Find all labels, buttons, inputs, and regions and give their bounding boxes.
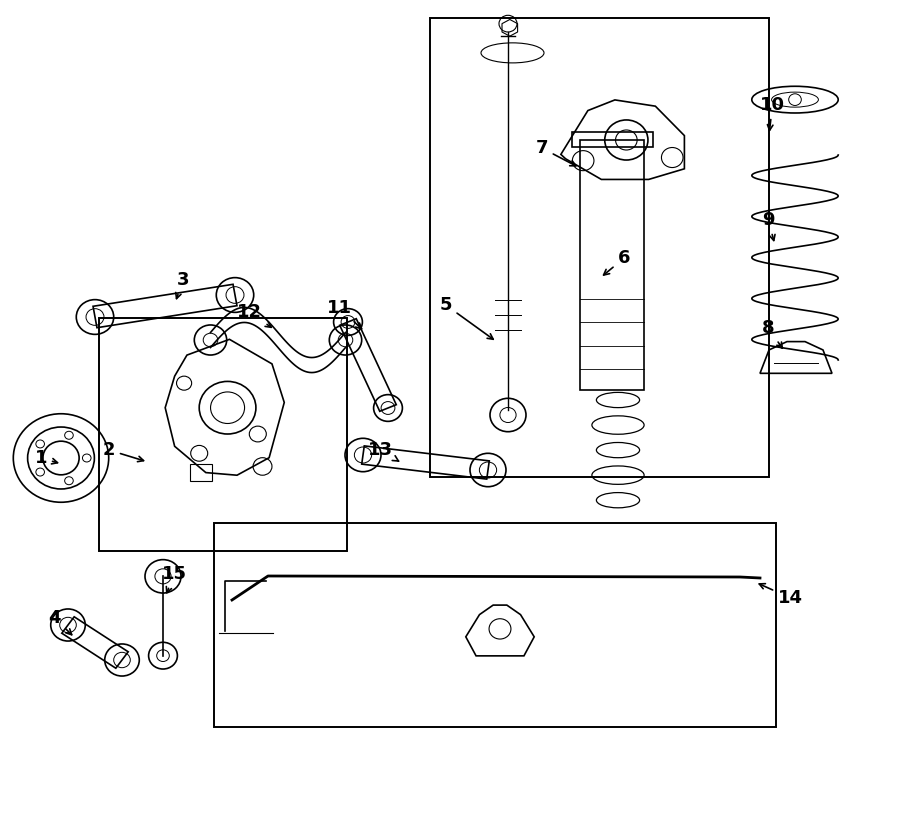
Bar <box>190 463 212 481</box>
Text: 1: 1 <box>34 449 58 467</box>
Text: 7: 7 <box>536 139 576 166</box>
Text: 3: 3 <box>176 271 189 299</box>
Text: 11: 11 <box>327 299 362 329</box>
Bar <box>572 132 652 147</box>
Bar <box>430 18 769 477</box>
Text: 6: 6 <box>604 249 631 275</box>
Text: 9: 9 <box>762 211 775 240</box>
Text: 13: 13 <box>368 441 399 461</box>
Text: 4: 4 <box>49 609 72 635</box>
Text: 5: 5 <box>439 296 493 339</box>
Bar <box>580 140 644 390</box>
Text: 15: 15 <box>162 565 187 593</box>
Text: 2: 2 <box>103 441 144 462</box>
Text: 12: 12 <box>237 303 271 327</box>
Bar <box>214 523 776 727</box>
Bar <box>99 318 347 551</box>
Text: 14: 14 <box>760 584 803 607</box>
Text: 10: 10 <box>760 96 785 130</box>
Text: 8: 8 <box>762 319 782 348</box>
